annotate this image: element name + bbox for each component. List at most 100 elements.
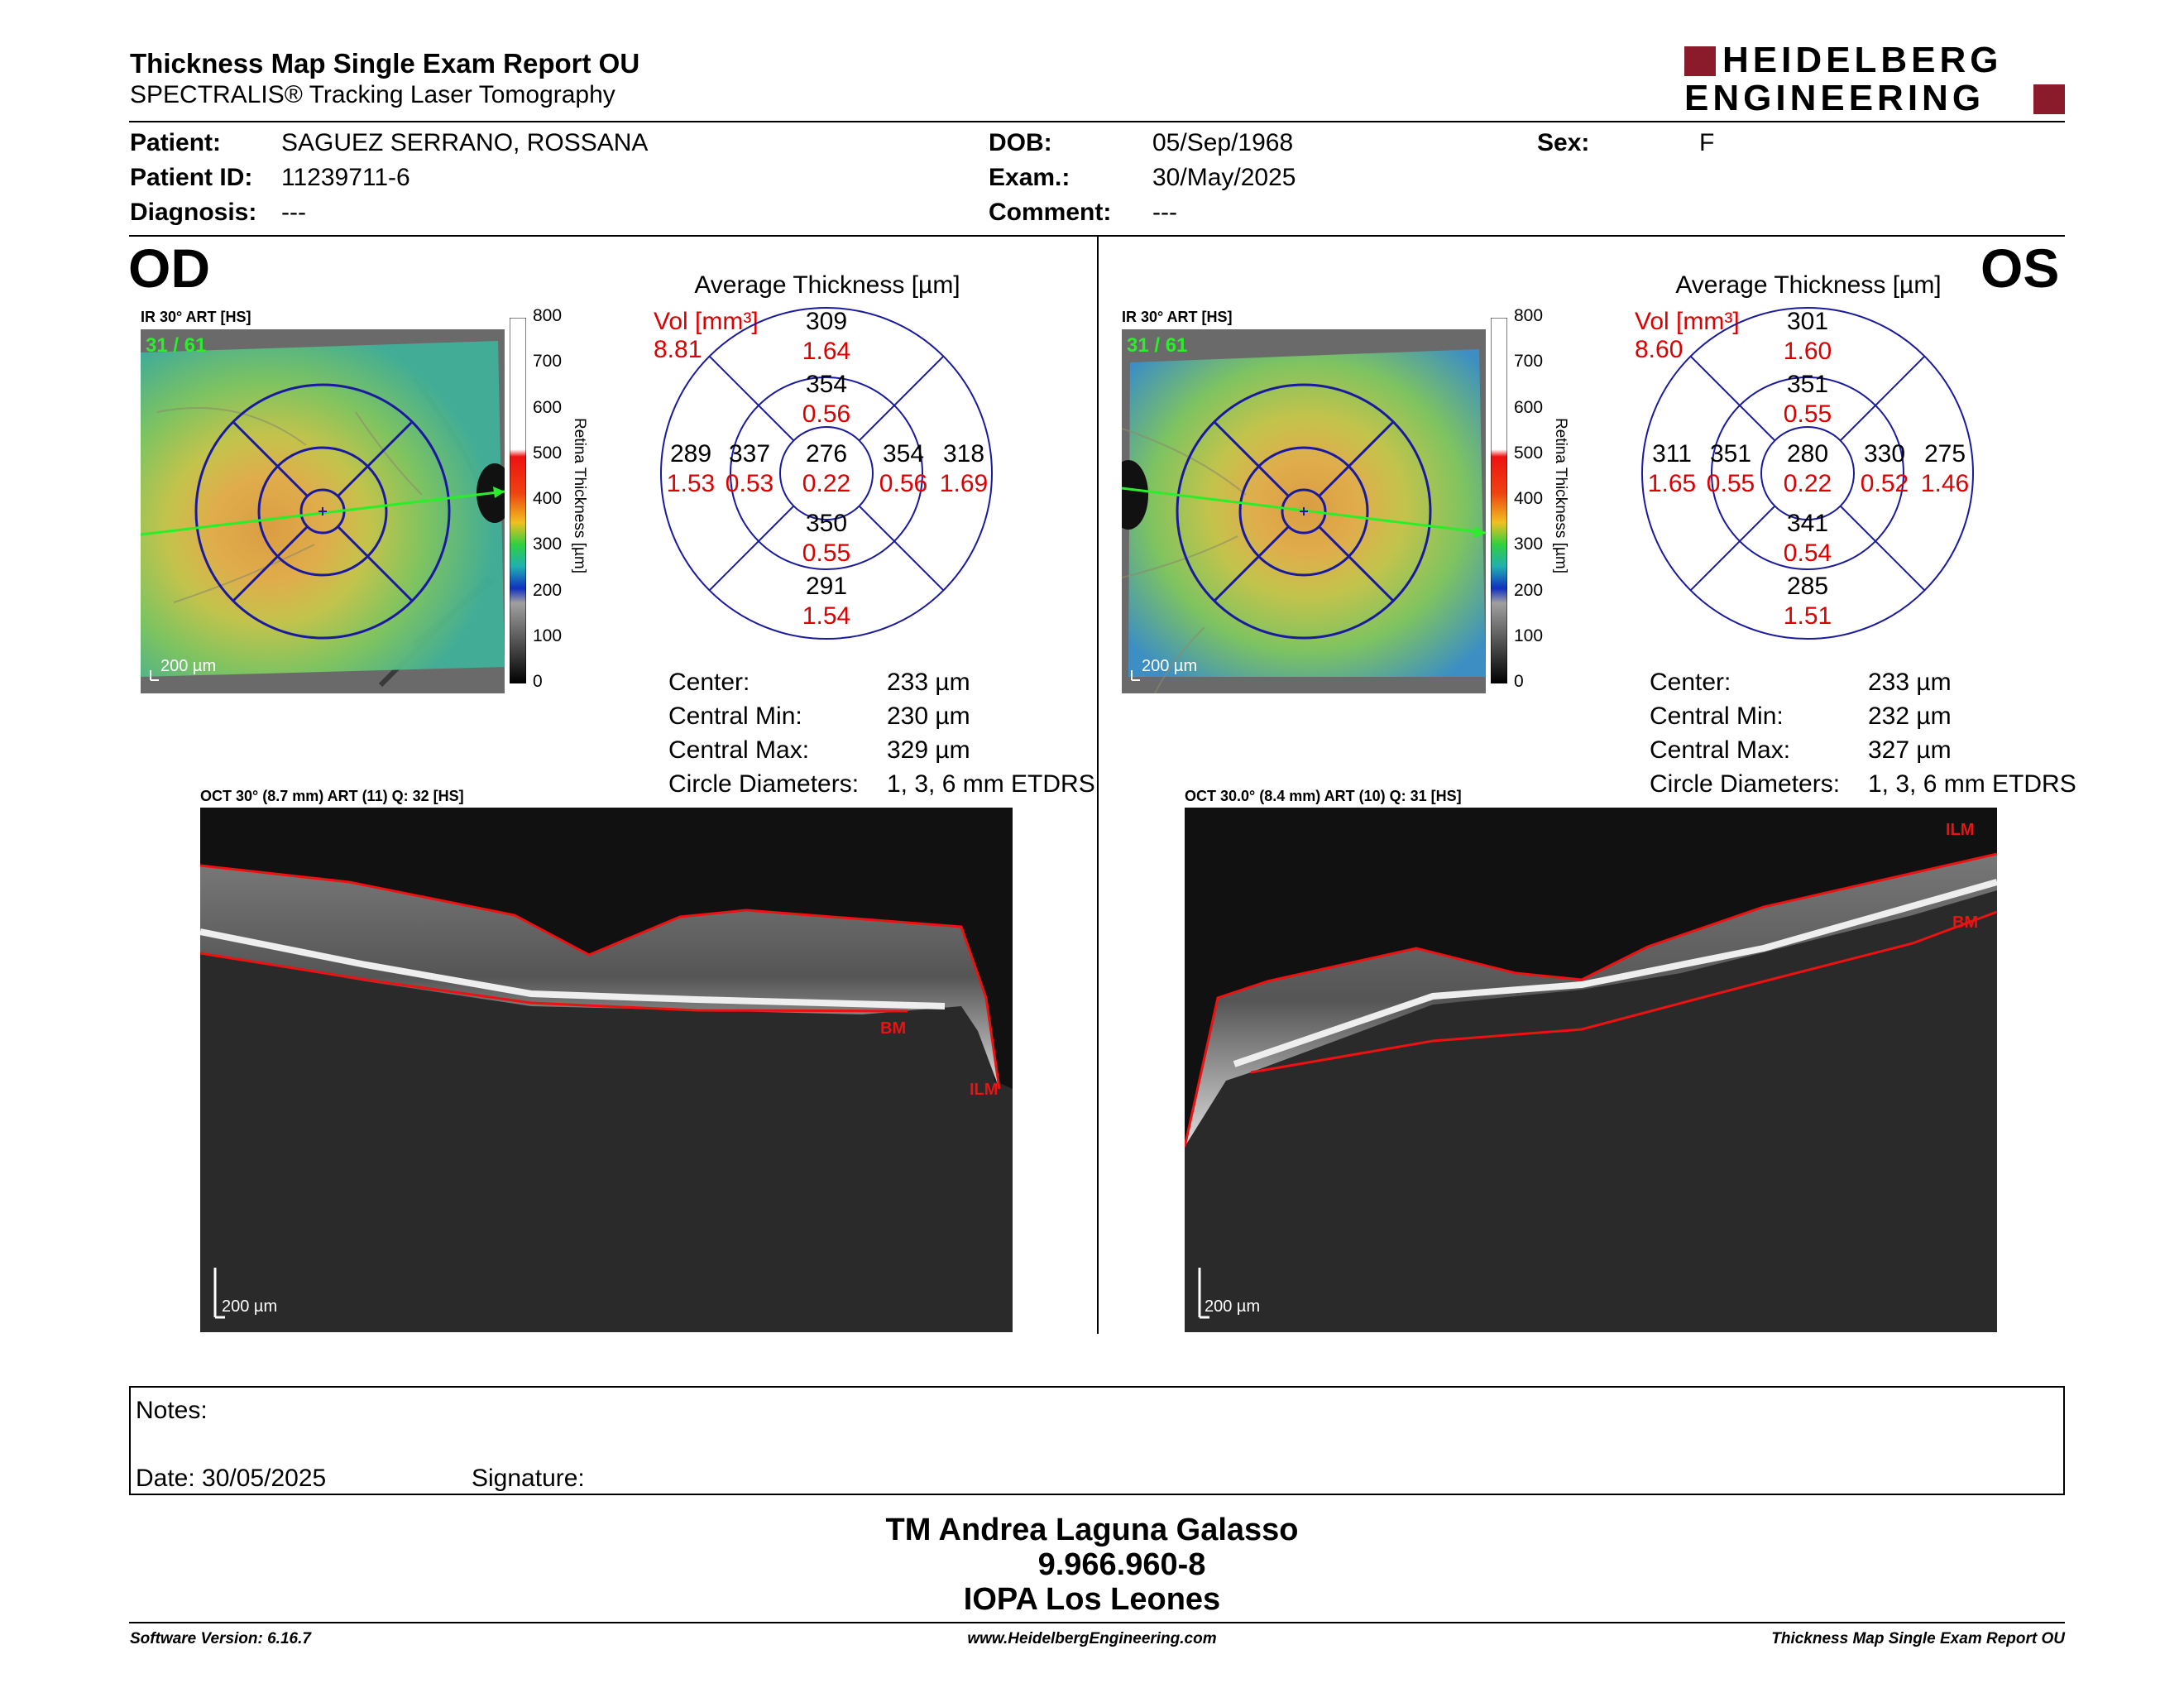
colorbar-tick-label: 300 <box>1514 535 1544 554</box>
logo-line2: ENGINEERING <box>1684 78 1985 118</box>
stat-label: Central Min: <box>1650 703 1784 730</box>
etdrs-inner-inf-thickness: 350 <box>805 510 848 537</box>
os-ir-thickness-map <box>1122 329 1486 693</box>
od-vol-label: Vol [mm³] <box>654 308 759 335</box>
etdrs-ring <box>1711 376 1904 570</box>
os-colorbar-title: Retina Thickness [µm] <box>1552 418 1569 573</box>
etdrs-sector-line <box>708 355 795 442</box>
stat-value: 230 µm <box>887 703 970 730</box>
etdrs-outer-left-thickness: 311 <box>1652 440 1692 468</box>
os-oct-ilm-label: ILM <box>1946 821 1975 839</box>
colorbar-tick-label: 600 <box>533 397 563 417</box>
logo-line1: HEIDELBERG <box>1722 40 2003 80</box>
diagnosis-value: --- <box>281 199 306 226</box>
colorbar-tick-label: 700 <box>1514 352 1544 372</box>
stat-label: Central Max: <box>1650 736 1791 764</box>
stat-value: 232 µm <box>1868 703 1952 730</box>
od-oct-scale: 200 µm <box>222 1297 278 1316</box>
report-title: Thickness Map Single Exam Report OU <box>130 48 640 79</box>
os-vol-value: 8.60 <box>1635 336 1684 363</box>
stat-value: 1, 3, 6 mm ETDRS <box>1868 770 2076 798</box>
etdrs-outer-inf-thickness: 291 <box>805 573 848 600</box>
stat-value: 233 µm <box>887 669 970 696</box>
etdrs-outer-left-volume: 1.65 <box>1647 470 1697 497</box>
od-etdrs-svg <box>660 307 993 640</box>
stat-label: Central Max: <box>668 736 810 764</box>
etdrs-inner-inf-volume: 0.55 <box>802 539 851 567</box>
stat-label: Circle Diameters: <box>668 770 860 798</box>
os-colorbar <box>1491 318 1507 683</box>
etdrs-inner-left-thickness: 351 <box>1709 440 1752 468</box>
etdrs-sector-line <box>1689 505 1776 592</box>
os-stats: Center: 233 µm Central Min: 232 µm Central M… <box>1650 669 2096 809</box>
os-colorbar-ticks: 800 700 600 500 400 300 200 100 0 <box>1514 306 1547 695</box>
etdrs-center-volume: 0.22 <box>802 470 851 497</box>
header-rule <box>129 121 2065 122</box>
etdrs-sector-line <box>858 355 945 442</box>
diagnosis-label: Diagnosis: <box>130 199 257 226</box>
etdrs-inner-right-volume: 0.52 <box>1860 470 1909 497</box>
notes-label: Notes: <box>136 1397 208 1424</box>
etdrs-inner-sup-volume: 0.55 <box>1783 400 1832 428</box>
colorbar-tick-label: 600 <box>1514 397 1544 417</box>
os-oct-bm-label: BM <box>1952 914 1979 932</box>
stat-label: Center: <box>668 669 750 696</box>
dob-label: DOB: <box>989 129 1052 156</box>
colorbar-tick-label: 500 <box>1514 443 1544 463</box>
signatory-name: TM Andrea Laguna Galasso <box>885 1513 1299 1547</box>
od-oct-ilm-label: ILM <box>970 1081 999 1099</box>
stat-label: Center: <box>1650 669 1731 696</box>
colorbar-tick-label: 0 <box>533 672 543 691</box>
patient-id-value: 11239711-6 <box>281 164 410 191</box>
os-eye-label: OS <box>1980 237 2060 299</box>
etdrs-sector-line <box>1839 355 1926 442</box>
heidelberg-logo: HEIDELBERG ENGINEERING <box>1684 40 2065 119</box>
date-label: Date: 30/05/2025 <box>136 1465 327 1492</box>
etdrs-ring <box>779 426 874 520</box>
os-oct-caption: OCT 30.0° (8.4 mm) ART (10) Q: 31 [HS] <box>1185 788 1462 804</box>
od-oct-caption: OCT 30° (8.7 mm) ART (11) Q: 32 [HS] <box>200 788 464 804</box>
od-ir-caption: IR 30° ART [HS] <box>141 309 251 325</box>
etdrs-outer-sup-thickness: 309 <box>805 308 848 335</box>
od-colorbar-title: Retina Thickness [µm] <box>571 418 588 573</box>
colorbar-tick-label: 100 <box>1514 626 1544 645</box>
etdrs-center-thickness: 280 <box>1786 440 1829 468</box>
etdrs-inner-inf-thickness: 341 <box>1786 510 1829 537</box>
footer-rule <box>129 1622 2065 1623</box>
etdrs-outer-right-volume: 1.46 <box>1920 470 1970 497</box>
etdrs-outer-right-thickness: 318 <box>942 440 985 468</box>
etdrs-sector-line <box>1839 505 1926 592</box>
etdrs-center-volume: 0.22 <box>1783 470 1832 497</box>
footer-website[interactable]: www.HeidelbergEngineering.com <box>967 1630 1217 1647</box>
os-avg-title: Average Thickness [µm] <box>1675 271 1942 299</box>
center-divider <box>1097 237 1099 1334</box>
etdrs-ring <box>1641 307 1974 640</box>
os-oct-bscan <box>1185 808 1997 1332</box>
etdrs-inner-sup-thickness: 351 <box>1786 371 1829 398</box>
os-vol-label: Vol [mm³] <box>1635 308 1740 335</box>
colorbar-tick-label: 800 <box>1514 306 1544 325</box>
footer-software: Software Version: 6.16.7 <box>130 1630 311 1647</box>
etdrs-outer-left-volume: 1.53 <box>666 470 716 497</box>
od-ir-thickness-map <box>141 329 505 693</box>
etdrs-outer-inf-volume: 1.51 <box>1783 602 1832 630</box>
etdrs-outer-sup-thickness: 301 <box>1786 308 1829 335</box>
etdrs-outer-right-thickness: 275 <box>1923 440 1966 468</box>
etdrs-inner-left-volume: 0.53 <box>725 470 774 497</box>
signature-label: Signature: <box>472 1465 585 1492</box>
etdrs-inner-right-thickness: 330 <box>1863 440 1906 468</box>
os-oct-scale: 200 µm <box>1205 1297 1261 1316</box>
sex-value: F <box>1699 129 1715 156</box>
etdrs-inner-sup-volume: 0.56 <box>802 400 851 428</box>
etdrs-outer-right-volume: 1.69 <box>939 470 989 497</box>
stat-value: 327 µm <box>1868 736 1952 764</box>
stat-value: 1, 3, 6 mm ETDRS <box>887 770 1095 798</box>
stat-value: 329 µm <box>887 736 970 764</box>
od-vol-value: 8.81 <box>654 336 702 363</box>
od-etdrs-grid: 276 0.22 354 0.56 350 0.55 337 0.53 354 0.56 309 1.… <box>659 300 994 647</box>
patient-label: Patient: <box>130 129 222 156</box>
od-colorbar-ticks: 800 700 600 500 400 300 200 100 0 <box>533 306 566 695</box>
od-ir-scale: 200 µm <box>160 657 217 675</box>
os-ir-caption: IR 30° ART [HS] <box>1122 309 1233 325</box>
colorbar-tick-label: 300 <box>533 535 563 554</box>
